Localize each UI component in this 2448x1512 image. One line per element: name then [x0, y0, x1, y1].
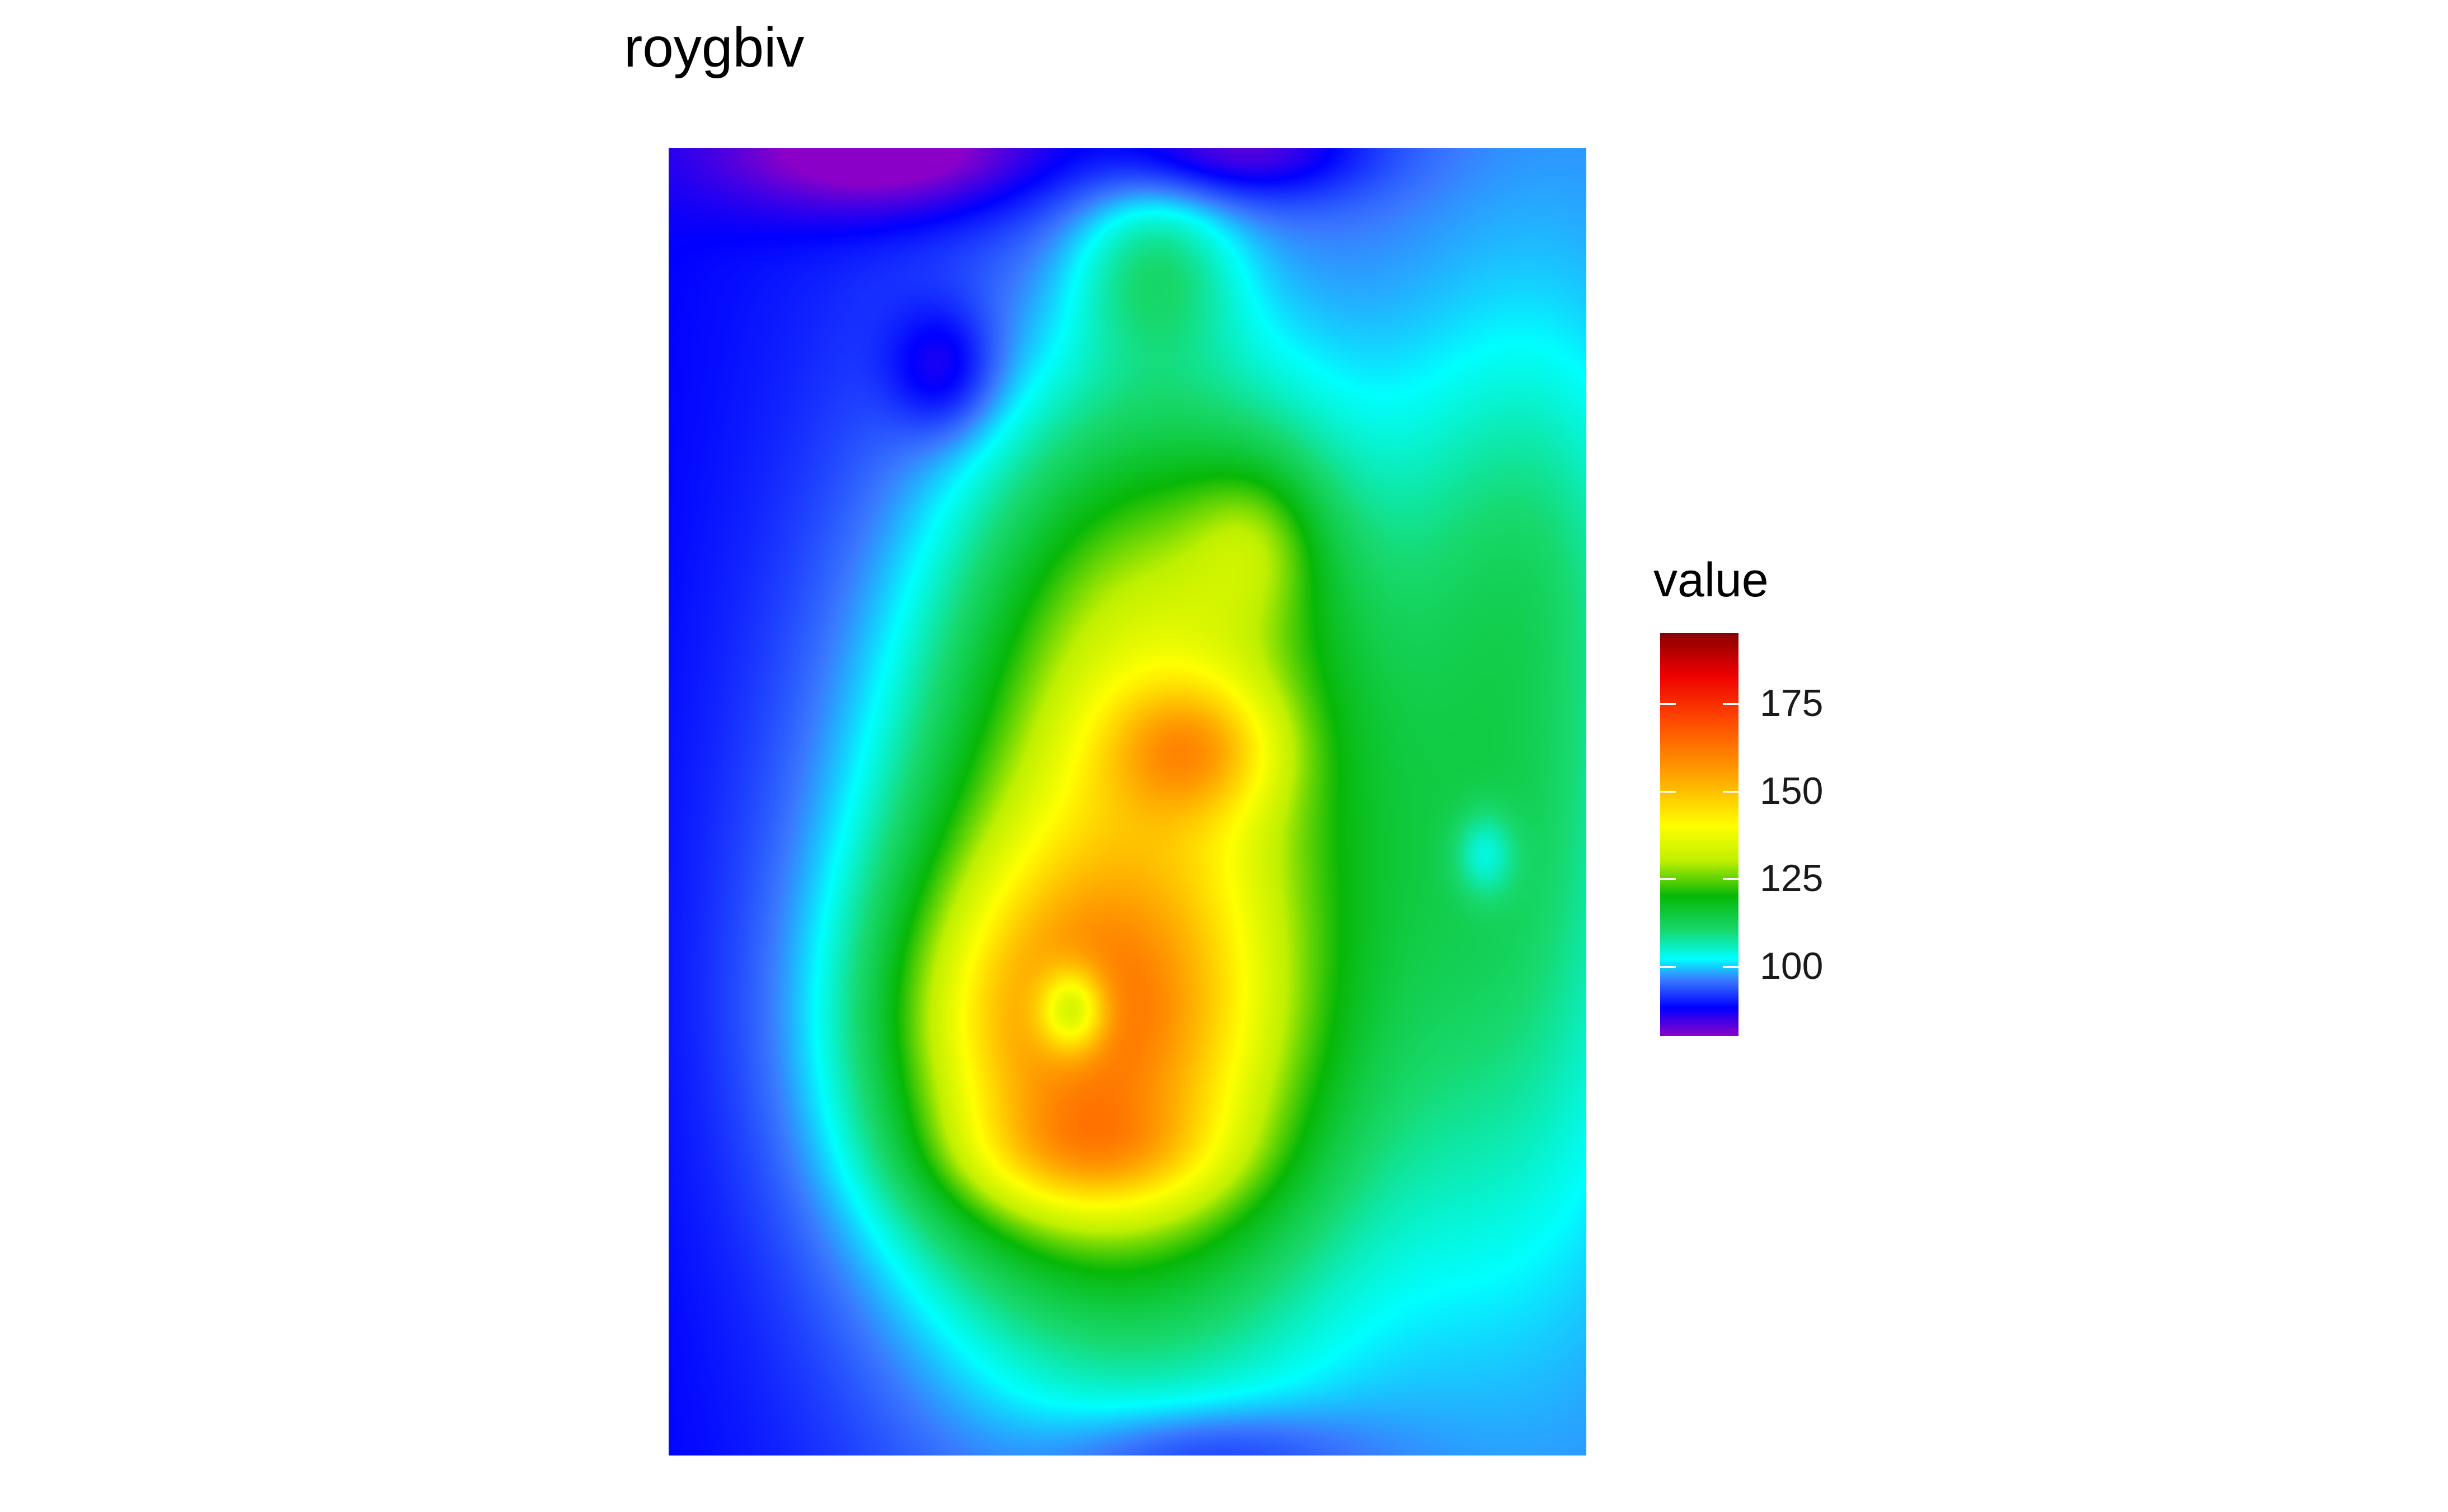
- legend-tick-mark: [1660, 790, 1676, 793]
- legend-title: value: [1653, 553, 1769, 607]
- legend-tick-label: 150: [1760, 769, 1824, 812]
- legend-tick-label: 125: [1760, 857, 1824, 900]
- legend-tick-mark: [1723, 965, 1738, 968]
- legend-tick-mark: [1723, 878, 1738, 880]
- heatmap-raster: [669, 148, 1586, 1456]
- legend: value 100 125 150 175: [1653, 554, 1933, 1057]
- legend-tick-mark: [1660, 965, 1676, 968]
- legend-colorbar: [1660, 633, 1738, 1036]
- chart-title: roygbiv: [624, 16, 805, 79]
- legend-tick-label: 175: [1760, 682, 1824, 725]
- heatmap-panel: [669, 148, 1586, 1456]
- legend-tick-mark: [1660, 878, 1676, 880]
- legend-tick-mark: [1723, 790, 1738, 793]
- legend-tick-mark: [1660, 703, 1676, 705]
- legend-tick-label: 100: [1760, 944, 1824, 987]
- legend-tick-mark: [1723, 703, 1738, 705]
